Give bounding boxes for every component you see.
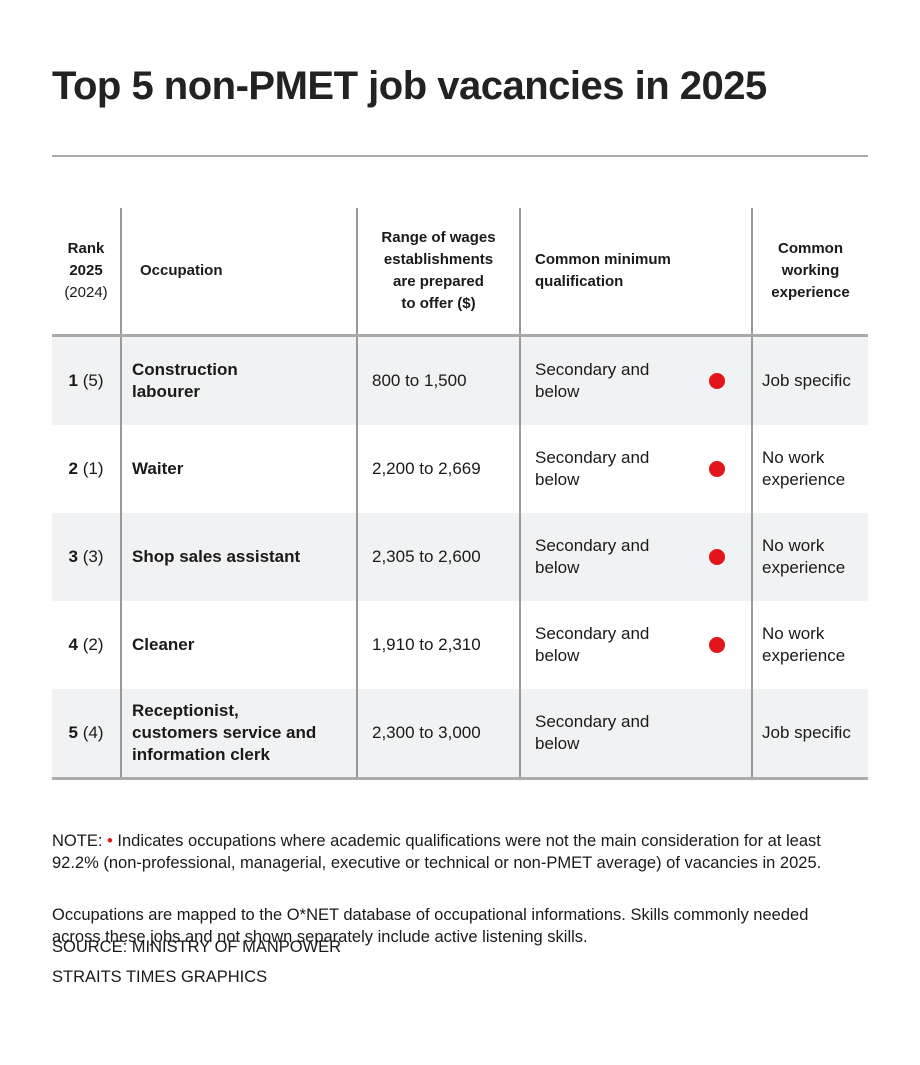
header-cell: Rank 2025 (2024) [52, 208, 121, 337]
occupation: Receptionist, customers service and info… [120, 689, 357, 780]
row: 5 (4) Receptionist, customers service and… [52, 689, 868, 780]
experience: Job specific [751, 689, 868, 780]
experience: No work experience [751, 601, 868, 689]
rank: 2 [68, 459, 78, 478]
qualification: Secondary and below [519, 601, 752, 689]
header-cell: Common minimum qualification [519, 208, 752, 337]
flag-dot [709, 461, 725, 477]
wages: 2,305 to 2,600 [356, 513, 520, 601]
qualification: Secondary and below [519, 513, 752, 601]
header-cell: Common working experience [751, 208, 868, 337]
rank: 1 [68, 371, 78, 390]
row: 3 (3) Shop sales assistant 2,305 to 2,600 S… [52, 513, 868, 601]
experience: No work experience [751, 513, 868, 601]
rank-prev: (2) [82, 635, 104, 654]
wages: 2,200 to 2,669 [356, 425, 520, 513]
rank-prev: (5) [82, 371, 104, 390]
flag-dot [709, 373, 725, 389]
note-text: Indicates occupations where academic qua… [52, 832, 822, 872]
wages: 2,300 to 3,000 [356, 689, 520, 780]
note-text: Occupations are mapped to the O*NET data… [52, 906, 809, 946]
note-label: NOTE: [52, 832, 103, 850]
qualification: Secondary and below [519, 335, 752, 425]
row: 4 (2) Cleaner 1,910 to 2,310 Secondary and … [52, 601, 868, 689]
header-rank: Rank 2025 [67, 240, 105, 279]
header-cell: Occupation [120, 208, 357, 337]
credit: STRAITS TIMES GRAPHICS [52, 968, 268, 986]
rank-cell: 2 (1) [52, 425, 121, 513]
note: NOTE: • Indicates occupations where acad… [52, 830, 902, 874]
rank-cell: 3 (3) [52, 513, 121, 601]
rank-cell: 1 (5) [52, 335, 121, 425]
flag-dot [709, 637, 725, 653]
table: Rank 2025 (2024) Occupation Range of wage… [52, 208, 868, 780]
source: SOURCE: MINISTRY OF MANPOWER [52, 938, 342, 956]
notes: NOTE: • Indicates occupations where acad… [52, 808, 902, 978]
qualification: Secondary and below [519, 425, 752, 513]
title: Top 5 non-PMET job vacancies in 2025 [52, 64, 767, 108]
header-cell: Range of wages establishments are prepar… [356, 208, 520, 337]
occupation: Cleaner [120, 601, 357, 689]
flag-dot [709, 549, 725, 565]
row: 1 (5) Construction labourer 800 to 1,500 Se… [52, 335, 868, 425]
rank-prev: (3) [82, 547, 104, 566]
experience: Job specific [751, 335, 868, 425]
occupation: Construction labourer [120, 335, 357, 425]
wages: 1,910 to 2,310 [356, 601, 520, 689]
rank-cell: 4 (2) [52, 601, 121, 689]
rank: 4 [68, 635, 78, 654]
row: 2 (1) Waiter 2,200 to 2,669 Secondary and b… [52, 425, 868, 513]
header-row: Rank 2025 (2024) Occupation Range of wage… [52, 208, 868, 337]
occupation: Waiter [120, 425, 357, 513]
rank-prev: (4) [82, 723, 104, 742]
header-rank-prev: (2024) [64, 284, 108, 301]
rank: 3 [68, 547, 78, 566]
occupation: Shop sales assistant [120, 513, 357, 601]
experience: No work experience [751, 425, 868, 513]
wages: 800 to 1,500 [356, 335, 520, 425]
divider [52, 155, 868, 157]
qualification: Secondary and below [519, 689, 752, 780]
rank: 5 [68, 723, 78, 742]
rank-cell: 5 (4) [52, 689, 121, 780]
rank-prev: (1) [82, 459, 104, 478]
note-bullet: • [107, 832, 113, 850]
